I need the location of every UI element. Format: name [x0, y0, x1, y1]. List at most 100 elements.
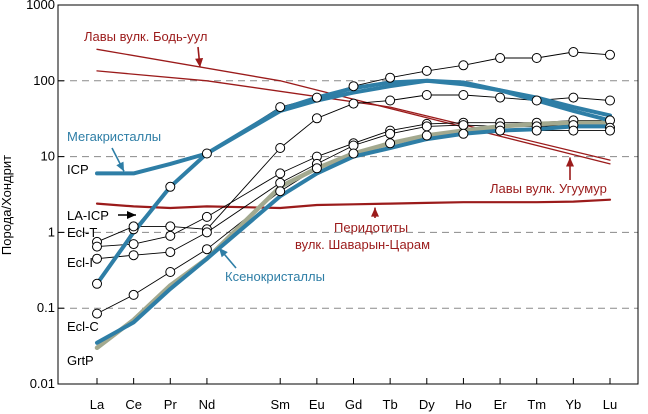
series-point-3-8 [421, 65, 432, 76]
series-point-6-2 [165, 247, 176, 258]
y-tick-label-3: 10 [41, 149, 55, 164]
series-point-3-11 [531, 53, 542, 63]
annotations: Лавы вулк. Бодь-уул Лавы вулк. Угуумур П… [67, 29, 607, 284]
left-label-ecl-i: Ecl-I [67, 255, 93, 270]
x-tick-labels: La Ce Pr Nd Sm Eu Gd Tb Dy Ho Er Tm Yb Lu [90, 397, 617, 412]
y-tick-label-5: 1000 [26, 0, 55, 12]
series-point-3-9 [458, 60, 469, 71]
x-tick-label-Ce: Ce [125, 397, 142, 412]
series-point-3-2 [165, 181, 176, 192]
annotation-arrows [111, 46, 574, 269]
series-line-2 [95, 198, 612, 210]
series-point-4-11 [531, 95, 542, 106]
left-label-ecl-t: Ecl-T [67, 225, 97, 240]
arrow-peridotites-head [371, 207, 379, 217]
series-point-4-2 [165, 221, 176, 232]
series-line-9 [95, 78, 612, 176]
axis-ticks [58, 4, 611, 385]
x-tick-label-Sm: Sm [270, 397, 290, 412]
x-tick-label-Ho: Ho [455, 397, 472, 412]
series-point-5-2 [165, 230, 176, 241]
series-point-4-13 [605, 95, 615, 106]
x-tick-label-Er: Er [494, 397, 508, 412]
y-tick-label-1: 0.1 [37, 300, 55, 315]
series-point-6-7 [385, 128, 396, 139]
series-point-6-9 [458, 120, 469, 131]
series-point-7-0 [92, 308, 102, 319]
series-point-4-6 [348, 98, 359, 109]
series-point-4-7 [385, 95, 396, 106]
left-label-la-icp: LA-ICP [67, 208, 109, 223]
x-tick-label-Gd: Gd [345, 397, 362, 412]
series-point-3-3 [201, 148, 212, 159]
left-label-ecl-c: Ecl-C [67, 319, 99, 334]
series-point-3-5 [311, 92, 322, 103]
series-point-4-8 [421, 90, 432, 100]
annotation-ugguumur: Лавы вулк. Угуумур [490, 181, 607, 196]
series-point-7-9 [458, 128, 469, 139]
series-point-7-10 [495, 125, 506, 136]
series-line-0 [96, 48, 611, 165]
x-tick-label-Tm: Tm [527, 397, 546, 412]
series-point-3-12 [568, 47, 579, 57]
series-lines [94, 48, 613, 351]
x-tick-label-Tb: Tb [383, 397, 398, 412]
series-point-4-5 [311, 113, 322, 124]
series-point-7-4 [275, 186, 286, 197]
series-point-7-13 [605, 125, 615, 136]
series-point-7-7 [385, 138, 396, 149]
series-point-3-4 [275, 102, 286, 113]
y-tick-label-4: 100 [33, 73, 55, 88]
series-point-7-11 [531, 125, 542, 136]
x-tick-label-Lu: Lu [603, 397, 617, 412]
series-point-3-7 [385, 72, 396, 83]
series-point-3-13 [605, 49, 615, 60]
series-line-8 [94, 120, 613, 351]
x-tick-label-Pr: Pr [164, 397, 178, 412]
plot-frame [57, 4, 639, 385]
x-tick-label-Dy: Dy [419, 397, 435, 412]
y-tick-labels: 0.01 0.1 1 10 100 1000 [26, 0, 55, 391]
arrow-megacrysts-head [116, 161, 124, 172]
series-point-6-8 [421, 121, 432, 132]
series-point-6-1 [128, 250, 139, 261]
series-point-5-1 [128, 239, 139, 250]
series-point-6-4 [275, 177, 286, 188]
arrow-ugguumur-head [566, 157, 574, 167]
series-point-4-4 [275, 143, 286, 153]
series-point-7-1 [128, 289, 139, 300]
series-point-5-3 [201, 211, 212, 222]
series-point-4-10 [495, 92, 506, 103]
series-point-7-12 [568, 125, 579, 136]
x-tick-label-La: La [90, 397, 105, 412]
series-point-3-6 [348, 81, 359, 92]
x-tick-label-Nd: Nd [199, 397, 216, 412]
arrow-la-icp-head [127, 211, 136, 219]
annotation-bod-uul: Лавы вулк. Бодь-уул [84, 29, 207, 44]
series-point-6-3 [201, 227, 212, 238]
x-tick-label-Eu: Eu [309, 397, 325, 412]
annotation-xenocrysts: Ксенокристаллы [225, 269, 325, 284]
series-point-3-10 [495, 53, 506, 63]
series-line-11 [95, 124, 612, 345]
y-tick-label-0: 0.01 [30, 376, 55, 391]
y-tick-label-2: 1 [48, 224, 55, 239]
series-point-7-5 [311, 163, 322, 174]
series-point-7-3 [201, 244, 212, 255]
arrow-xenocrysts-head [218, 247, 228, 258]
series-point-7-6 [348, 148, 359, 159]
x-tick-label-Yb: Yb [565, 397, 581, 412]
y-axis-label: Порода/Хондрит [0, 155, 14, 255]
series-point-4-1 [128, 221, 139, 232]
series-point-7-8 [421, 130, 432, 141]
left-label-grtp: GrtP [67, 353, 94, 368]
left-labels: ICP LA-ICP Ecl-T Ecl-I Ecl-C GrtP [67, 162, 109, 368]
series-point-5-4 [275, 168, 286, 179]
series-point-4-9 [458, 90, 469, 100]
series-point-6-0 [92, 253, 102, 264]
series-point-5-0 [92, 241, 102, 252]
annotation-peridotites-line1: Перидотиты [334, 220, 408, 235]
series-point-7-2 [165, 267, 176, 277]
